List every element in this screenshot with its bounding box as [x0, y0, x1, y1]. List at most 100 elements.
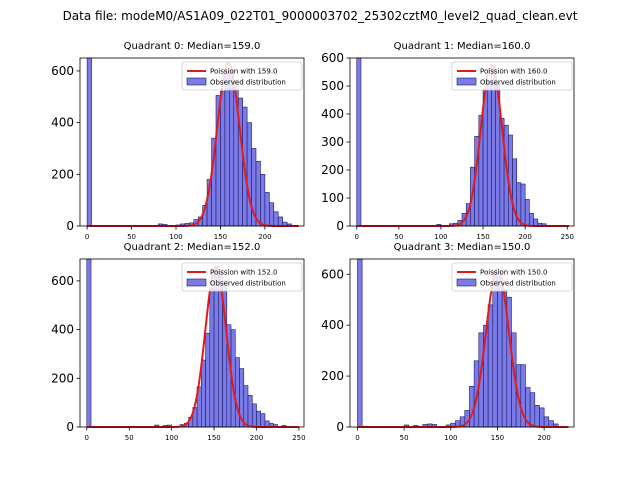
y-tick-label: 600 [51, 274, 74, 288]
y-tick-label: 200 [321, 163, 344, 177]
histogram-bar [520, 183, 526, 227]
y-tick-label: 200 [321, 369, 344, 383]
legend-bar-swatch [456, 77, 477, 86]
poisson-fit-line [86, 266, 299, 428]
histogram-bar [356, 57, 362, 227]
legend-bar-swatch [456, 278, 477, 287]
legend: Poission with 159.0 Observed distribution [181, 61, 303, 91]
x-tick-label: 150 [207, 434, 220, 442]
axes-frame [79, 258, 305, 428]
histogram-bar [543, 416, 550, 428]
x-tick-label: 0 [85, 434, 89, 442]
y-tick-label: 400 [51, 116, 74, 130]
histogram-bar [277, 216, 283, 227]
y-tick-label: 0 [336, 420, 344, 434]
histogram-bar [357, 258, 363, 428]
x-tick-label: 50 [394, 233, 403, 241]
histogram-bar [539, 407, 545, 428]
legend-hist-label: Observed distribution [210, 79, 286, 87]
x-tick-label: 150 [476, 233, 489, 241]
y-tick-label: 400 [321, 318, 344, 332]
histogram-bar [220, 91, 226, 227]
histogram-bar [534, 405, 540, 428]
y-tick-label: 500 [321, 79, 344, 93]
y-tick-label: 300 [321, 135, 344, 149]
x-tick-label: 50 [125, 434, 134, 442]
histogram-bar [209, 287, 215, 428]
legend-fit-label: Poission with 150.0 [480, 269, 548, 277]
histogram-bar [86, 258, 92, 428]
legend-fit-label: Poission with 160.0 [480, 68, 548, 76]
subplot-title: Quadrant 2: Median=152.0 [124, 242, 261, 253]
y-tick-label: 400 [321, 107, 344, 121]
x-tick-label: 150 [491, 434, 504, 442]
x-tick-label: 50 [127, 233, 136, 241]
figure-suptitle: Data file: modeM0/AS1A09_022T01_90000037… [63, 9, 578, 23]
legend-frame [451, 262, 573, 292]
y-tick-label: 0 [66, 219, 74, 233]
x-tick-label: 200 [250, 434, 263, 442]
legend-bar-swatch [186, 278, 207, 287]
histogram-bar [486, 80, 492, 227]
histogram-bar [224, 70, 230, 227]
histogram-bar [251, 403, 257, 428]
legend-hist-label: Observed distribution [480, 280, 556, 288]
legend-hist-label: Observed distribution [480, 79, 556, 87]
y-tick-label: 200 [51, 167, 74, 181]
histogram-bar [487, 304, 494, 428]
axes-frame [349, 258, 575, 428]
legend-fit-label: Poission with 159.0 [210, 68, 278, 76]
x-tick-label: 0 [355, 434, 359, 442]
x-tick-label: 200 [537, 434, 550, 442]
histogram-bar [492, 271, 498, 428]
histogram-bar [205, 332, 211, 428]
histogram-bar [86, 57, 92, 227]
legend-frame [181, 61, 303, 91]
legend: Poission with 160.0 Observed distribution [451, 61, 573, 91]
legend-fit-label: Poission with 152.0 [210, 269, 278, 277]
histogram-bar [247, 395, 253, 428]
x-tick-label: 200 [518, 233, 531, 241]
x-tick-label: 200 [258, 233, 271, 241]
histogram-bar [524, 199, 530, 227]
subplot-title: Quadrant 1: Median=160.0 [394, 41, 531, 52]
legend: Poission with 152.0 Observed distribution [181, 262, 303, 292]
histogram-bar [533, 218, 539, 227]
y-tick-label: 400 [51, 323, 74, 337]
x-tick-label: 250 [561, 233, 574, 241]
histogram-bar [273, 211, 279, 227]
x-tick-label: 100 [444, 434, 457, 442]
x-tick-label: 100 [169, 233, 182, 241]
x-tick-label: 100 [434, 233, 447, 241]
histogram-bar [260, 413, 266, 428]
subplot-grid: 0 200 400 600 0 50 100 150 200 Quadrant 0: Median… [51, 41, 575, 442]
legend: Poission with 150.0 Observed distribution [451, 262, 573, 292]
histogram-bar [269, 202, 275, 227]
x-tick-label: 100 [165, 434, 178, 442]
legend-frame [451, 61, 573, 91]
y-tick-label: 200 [51, 371, 74, 385]
x-tick-label: 0 [85, 233, 89, 241]
y-tick-label: 0 [336, 219, 344, 233]
histogram-bar [234, 357, 240, 428]
legend-bar-swatch [186, 77, 207, 86]
subplot-quadrant-3: 0 200 400 600 0 50 100 150 200 Quadrant 3: Median… [321, 242, 575, 442]
poisson-fit-line [357, 268, 569, 428]
x-tick-label: 250 [292, 434, 305, 442]
y-tick-label: 600 [51, 64, 74, 78]
subplot-title: Quadrant 0: Median=159.0 [124, 41, 261, 52]
histogram-bar [201, 359, 206, 428]
y-tick-label: 0 [66, 420, 74, 434]
x-tick-label: 0 [355, 233, 359, 241]
subplot-quadrant-1: 0 100 200 300 400 500 600 0 50 100 150 200 250 Quadra… [321, 41, 575, 241]
x-tick-label: 150 [214, 233, 227, 241]
histogram-bar [260, 174, 266, 227]
histogram-bar [497, 276, 503, 428]
histogram-bar [229, 73, 235, 227]
histogram-bar [256, 410, 262, 428]
histogram-bar [243, 385, 249, 428]
y-tick-label: 100 [321, 191, 344, 205]
subplot-quadrant-0: 0 200 400 600 0 50 100 150 200 Quadrant 0: Median… [51, 41, 305, 241]
subplot-quadrant-2: 0 200 400 600 0 50 100 150 200 250 Quadrant 2: Med… [51, 242, 306, 442]
